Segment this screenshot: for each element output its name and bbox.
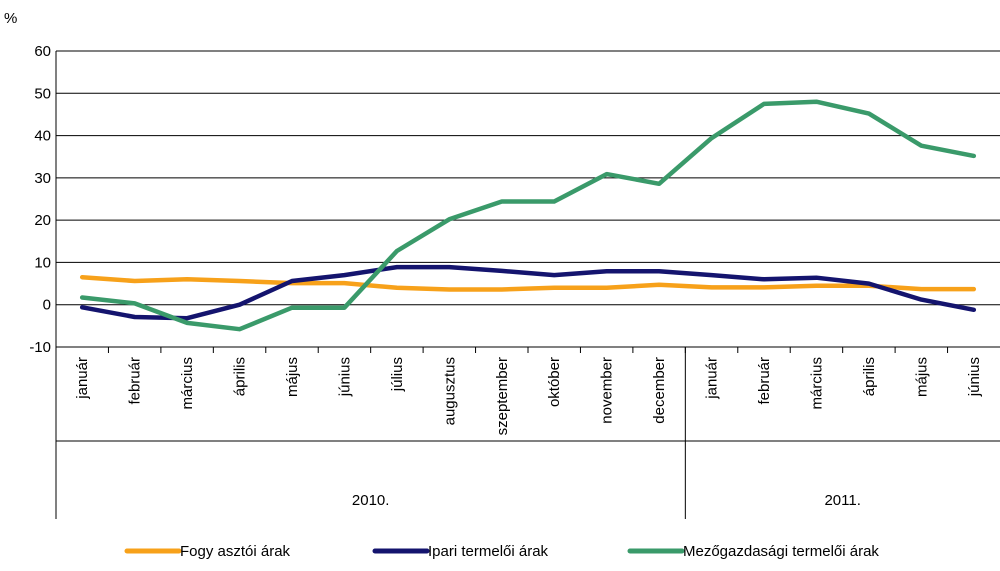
x-category-label: november xyxy=(599,357,616,424)
x-category-label: január xyxy=(74,357,91,400)
x-group-label: 2010. xyxy=(352,492,390,509)
y-tick-label: 30 xyxy=(34,170,51,187)
y-tick-label: 60 xyxy=(34,43,51,60)
x-category-label: április xyxy=(232,357,249,396)
x-category-label: május xyxy=(284,357,301,397)
axes xyxy=(55,51,1000,519)
y-tick-label: 10 xyxy=(34,254,51,271)
y-tick-label: -10 xyxy=(29,339,51,356)
x-axis-category-labels: január február március április május június jú… xyxy=(74,357,983,435)
x-category-label: március xyxy=(179,357,196,410)
series-line-3 xyxy=(79,99,977,332)
x-category-label: október xyxy=(546,357,563,407)
x-category-label: február xyxy=(127,357,144,405)
series-lines xyxy=(79,99,977,332)
x-category-label: június xyxy=(336,357,353,397)
y-tick-label: 0 xyxy=(43,297,51,314)
y-axis-ticks: 60 50 40 30 20 10 0 -10 xyxy=(29,43,51,356)
legend-label: Ipari termelői árak xyxy=(428,543,549,560)
x-category-label: január xyxy=(704,357,721,400)
x-category-label: augusztus xyxy=(441,357,458,425)
x-group-label: 2011. xyxy=(824,492,860,509)
legend-label: Fogy asztói árak xyxy=(180,543,291,560)
x-category-label: február xyxy=(756,357,773,405)
x-category-label: szeptember xyxy=(494,357,511,435)
x-category-label: március xyxy=(808,357,825,410)
x-category-label: április xyxy=(861,357,878,396)
legend: Fogy asztói árak Ipari termelői árak Mezőg… xyxy=(124,543,879,560)
x-category-label: június xyxy=(966,357,983,397)
y-tick-label: 40 xyxy=(34,128,51,145)
x-category-label: május xyxy=(913,357,930,397)
y-tick-label: 50 xyxy=(34,85,51,102)
x-axis-group-labels: 2010. 2011. xyxy=(352,347,861,519)
x-category-label: december xyxy=(651,357,668,424)
y-axis-unit-label: % xyxy=(4,10,17,27)
x-category-label: július xyxy=(389,357,406,392)
legend-label: Mezőgazdasági termelői árak xyxy=(683,543,879,560)
y-tick-label: 20 xyxy=(34,212,51,229)
series-line-1 xyxy=(79,274,977,292)
gridlines xyxy=(56,50,1000,306)
series-line-2 xyxy=(79,264,977,321)
